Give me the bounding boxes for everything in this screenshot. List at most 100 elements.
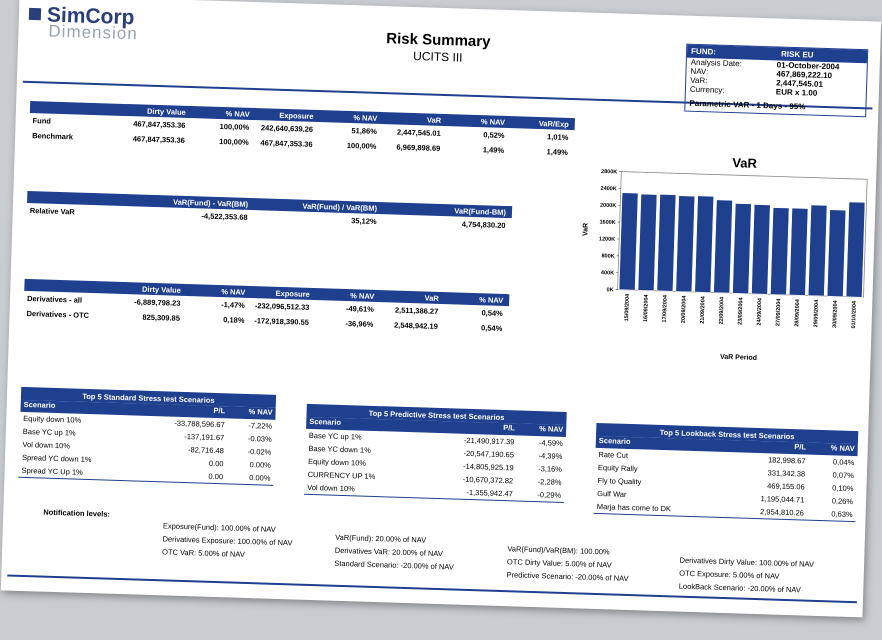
cell: 6,969,898.69 bbox=[396, 142, 441, 153]
report-page: SimCorp Dimension Risk Summary UCITS III… bbox=[0, 0, 882, 618]
x-tick-label: 23/09/2004 bbox=[738, 296, 745, 325]
cell: 0.00 bbox=[208, 471, 224, 482]
fund-val: EUR x 1.00 bbox=[775, 87, 818, 98]
column-header: % NAV bbox=[225, 108, 250, 119]
column-header: VaR/Exp bbox=[538, 118, 569, 129]
stress-table: Top 5 Predictive Stress test Scenarios Sc… bbox=[304, 403, 567, 503]
cell: 0,26% bbox=[831, 496, 854, 507]
cell: -0.03% bbox=[247, 434, 272, 444]
bar bbox=[770, 207, 790, 296]
cell: 100,00% bbox=[346, 140, 377, 151]
logo-icon bbox=[28, 7, 42, 21]
cell: 1,195,044.71 bbox=[760, 494, 805, 505]
chart-title: VaR bbox=[732, 155, 758, 171]
column-header: % NAV bbox=[830, 443, 855, 454]
column-header: % NAV bbox=[221, 286, 246, 297]
var-chart: VaR 0K 400K 800K 1200K 1600K 2000K 2400K 2800K 15… bbox=[582, 155, 868, 362]
column-header: % NAV bbox=[479, 294, 504, 305]
bar bbox=[694, 195, 714, 293]
cell: -33,788,596.67 bbox=[174, 418, 225, 430]
bar bbox=[656, 194, 677, 292]
cell: 0.00% bbox=[249, 473, 271, 483]
cell: -7,22% bbox=[248, 421, 273, 431]
cell: 2,954,810.26 bbox=[759, 507, 805, 518]
cell: 0,63% bbox=[831, 509, 853, 520]
y-tick-label: 1600K bbox=[599, 220, 615, 227]
cell: -36,96% bbox=[345, 319, 374, 329]
cell: -21,490,917.39 bbox=[463, 435, 515, 447]
cell: 4,754,830.20 bbox=[461, 219, 506, 230]
cell: 100,00% bbox=[219, 121, 250, 132]
cell: 0.00 bbox=[208, 458, 224, 469]
row-label: Derivatives - OTC bbox=[26, 308, 90, 320]
cell: 0,54% bbox=[481, 308, 503, 318]
bar bbox=[826, 209, 847, 297]
cell: -4,522,353.68 bbox=[201, 211, 248, 222]
notification-column: Derivatives Dirty Value: 100.00% of NAV O… bbox=[679, 538, 852, 595]
y-tick-label: 2800K bbox=[601, 169, 617, 176]
cell: 100,00% bbox=[219, 136, 249, 147]
bar bbox=[807, 204, 828, 297]
y-tick-label: 1200K bbox=[599, 236, 615, 243]
column-header: Dirty Value bbox=[141, 284, 182, 295]
cell: -6,889,798.23 bbox=[134, 297, 181, 308]
fund-box: FUND: RISK EU Analysis Date: 01-October-200… bbox=[684, 43, 869, 118]
stress-table: Top 5 Standard Stress test Scenarios Scen… bbox=[18, 386, 277, 486]
column-header: P/L bbox=[503, 423, 515, 433]
cell: 0,52% bbox=[483, 130, 505, 140]
cell: 242,640,639.26 bbox=[260, 123, 314, 134]
cell: Marja has come to DK bbox=[596, 501, 672, 514]
cell: -137,191.67 bbox=[184, 432, 225, 443]
x-tick-label: 27/09/2004 bbox=[775, 298, 782, 327]
cell: 1,49% bbox=[482, 145, 505, 155]
cell: Spread YC Up 1% bbox=[21, 465, 83, 477]
column-header: % NAV bbox=[353, 112, 378, 123]
cell: -232,096,512.33 bbox=[254, 301, 310, 312]
notification-column: VaR(Fund)/VaR(BM): 100.00% OTC Dirty Valu… bbox=[506, 532, 680, 583]
x-tick-label: 21/09/2004 bbox=[700, 295, 707, 324]
cell: 467,847,353.36 bbox=[133, 119, 186, 130]
notifications: Exposure(Fund): 100.00% of NAV Derivative… bbox=[162, 521, 853, 595]
notification-column: Exposure(Fund): 100.00% of NAV Derivative… bbox=[162, 521, 336, 559]
cell: 0,18% bbox=[223, 315, 245, 325]
x-tick-label: 22/09/2004 bbox=[719, 296, 726, 325]
header-spacer bbox=[30, 107, 128, 110]
stress-table: Top 5 Lookback Stress test Scenarios Scen… bbox=[593, 422, 859, 523]
bar bbox=[618, 192, 639, 291]
cell: 2,511,386.27 bbox=[394, 305, 439, 316]
header-spacer bbox=[24, 285, 122, 288]
column-header: P/L bbox=[213, 405, 226, 416]
column-header: Exposure bbox=[279, 110, 314, 121]
fund-label: FUND: bbox=[690, 46, 717, 57]
bar bbox=[637, 193, 658, 291]
cell: -172,918,390.55 bbox=[254, 316, 310, 327]
y-tick-label: 0K bbox=[606, 287, 613, 293]
column-header: % NAV bbox=[350, 290, 375, 301]
cell: -1,355,942.47 bbox=[466, 487, 513, 499]
cell: -14,805,925.19 bbox=[462, 461, 514, 473]
y-tick-label: 800K bbox=[601, 253, 614, 259]
y-axis-label: VaR bbox=[582, 223, 589, 236]
column-header: VaR bbox=[426, 114, 442, 125]
column-header: Dirty Value bbox=[146, 106, 186, 117]
y-tick-label: 2400K bbox=[600, 186, 616, 193]
cell: 2,548,942.19 bbox=[393, 320, 438, 331]
cell: 182,998.67 bbox=[767, 455, 806, 466]
y-tick-label: 2000K bbox=[600, 203, 616, 210]
fund-value: RISK EU bbox=[780, 49, 814, 60]
bar bbox=[675, 195, 696, 293]
notification-column: VaR(Fund): 20.00% of NAV Derivatives VaR:… bbox=[334, 527, 508, 572]
bar bbox=[751, 204, 771, 295]
column-header: % NAV bbox=[539, 424, 564, 434]
cell: Vol down 10% bbox=[307, 482, 355, 494]
bar bbox=[732, 203, 752, 294]
column-header: P/L bbox=[794, 442, 807, 452]
cell: 467,847,353.36 bbox=[260, 138, 313, 149]
x-tick-label: 16/09/2004 bbox=[643, 293, 650, 322]
x-axis-label: VaR Period bbox=[720, 354, 757, 362]
cell: -49,61% bbox=[345, 304, 375, 314]
cell: -20,547,190.65 bbox=[463, 448, 515, 460]
x-tick-label: 01/10/2004 bbox=[851, 300, 858, 329]
cell: -0.02% bbox=[247, 446, 272, 457]
y-tick-label: 400K bbox=[601, 270, 614, 276]
